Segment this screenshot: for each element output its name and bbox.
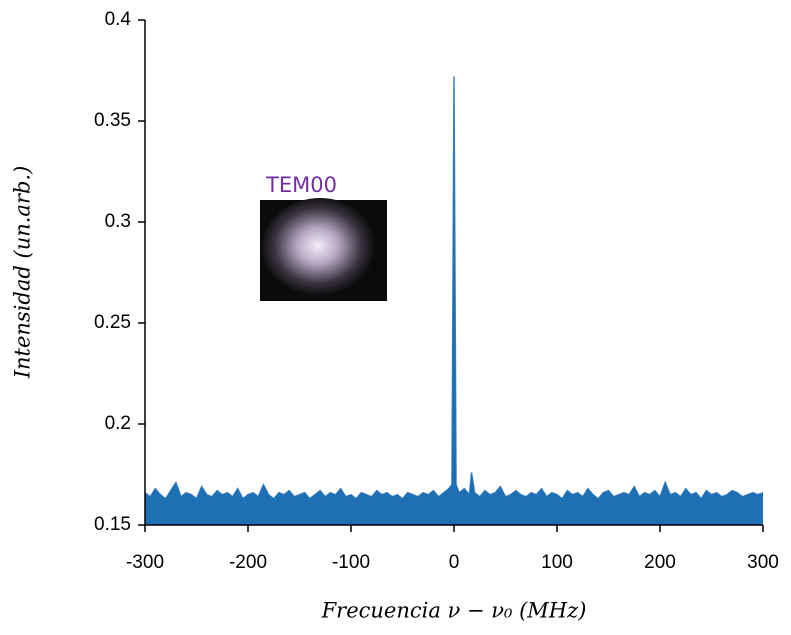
y-tick-label: 0.2 — [105, 413, 131, 434]
y-tick-label: 0.35 — [94, 110, 131, 131]
area-fill — [145, 76, 763, 525]
x-tick-label: 200 — [644, 552, 676, 573]
y-tick-label: 0.15 — [94, 514, 131, 535]
beam-image — [262, 198, 378, 298]
x-tick-label: 0 — [449, 552, 460, 573]
x-tick-label: 100 — [541, 552, 573, 573]
x-tick-label: -300 — [126, 552, 164, 573]
annotation: TEM00 — [265, 173, 337, 197]
x-tick-label: 300 — [747, 552, 779, 573]
y-tick-label: 0.3 — [105, 211, 131, 232]
x-tick-label: -100 — [332, 552, 370, 573]
y-tick-label: 0.4 — [105, 9, 132, 30]
x-axis-title: Frecuencia ν − ν₀ (MHz) — [321, 599, 587, 623]
x-tick-label: -200 — [229, 552, 267, 573]
y-axis-title: Intensidad (un.arb.) — [11, 166, 35, 380]
y-tick-label: 0.25 — [94, 312, 131, 333]
line — [144, 76, 764, 500]
